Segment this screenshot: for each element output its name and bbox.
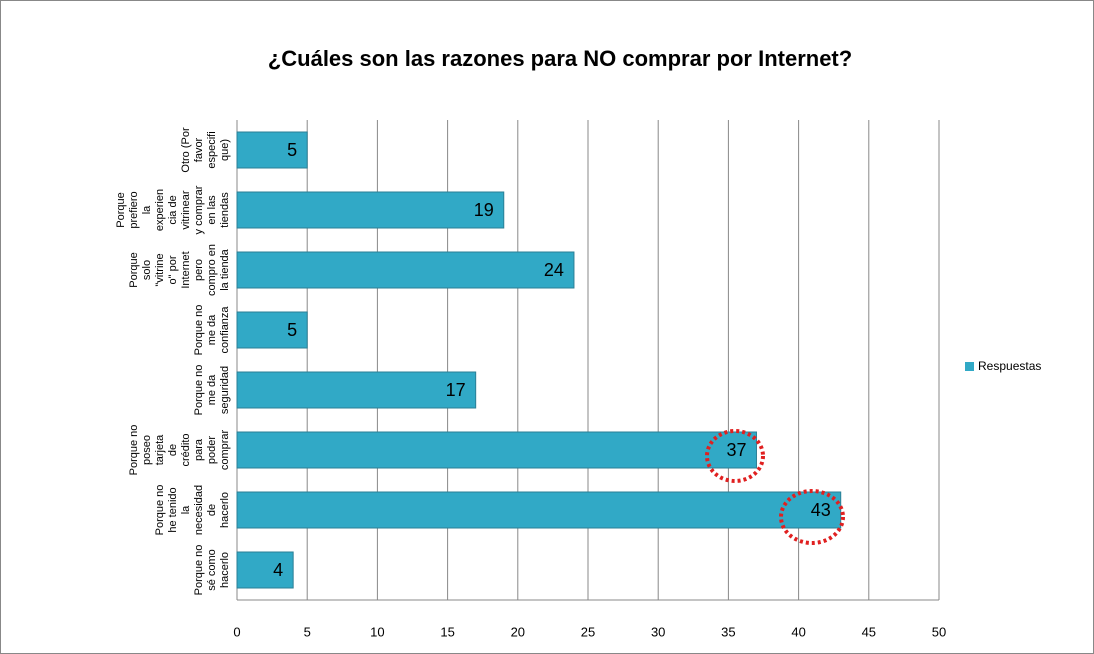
y-tick-label: Porque nome daseguridad xyxy=(193,365,231,416)
x-tick-label: 30 xyxy=(651,624,665,639)
highlight-circle xyxy=(705,429,765,483)
x-tick-label: 25 xyxy=(581,624,595,639)
bar xyxy=(236,251,575,289)
chart-title: ¿Cuáles son las razones para NO comprar … xyxy=(268,46,852,71)
bar xyxy=(236,431,757,469)
legend-swatch xyxy=(965,362,974,371)
x-tick-label: 0 xyxy=(233,624,240,639)
data-label: 43 xyxy=(811,500,831,520)
data-label: 37 xyxy=(726,440,746,460)
bar xyxy=(236,191,505,229)
data-label: 24 xyxy=(544,260,564,280)
bar xyxy=(236,551,294,589)
y-tick-label: Porque nome daconfianza xyxy=(193,305,231,356)
y-tick-label: Porque noposeotarjetadecréditoparapoderc… xyxy=(128,425,231,476)
x-tick-label: 5 xyxy=(304,624,311,639)
y-tick-label: Porque nosé comohacerlo xyxy=(193,545,231,596)
data-label: 5 xyxy=(287,320,297,340)
y-tick-label: Porquesolo"vitrineo" porInternetperocomp… xyxy=(128,244,231,296)
x-tick-label: 40 xyxy=(791,624,805,639)
bar xyxy=(236,371,477,409)
data-label: 19 xyxy=(474,200,494,220)
bar xyxy=(236,311,308,349)
plot-area: 0 5 10 15 20 25 30 35 40 45 50 4 Porque nosé comohac… xyxy=(115,120,1041,639)
x-tick-label: 10 xyxy=(370,624,384,639)
x-tick-label: 15 xyxy=(440,624,454,639)
legend-label: Respuestas xyxy=(978,359,1041,373)
y-tick-label: Porqueprefierolaexperiencia devitrineary… xyxy=(115,185,231,234)
data-label: 17 xyxy=(446,380,466,400)
bar xyxy=(236,131,308,169)
data-label: 5 xyxy=(287,140,297,160)
data-label: 4 xyxy=(273,560,283,580)
bar xyxy=(236,491,842,529)
x-tick-label: 50 xyxy=(932,624,946,639)
x-tick-label: 20 xyxy=(511,624,525,639)
y-tick-label: Porque nohe tenidolanecesidaddehacerlo xyxy=(154,485,231,536)
y-tick-label: Otro (Porfavorespecifique) xyxy=(180,127,231,173)
x-tick-label: 35 xyxy=(721,624,735,639)
x-tick-label: 45 xyxy=(862,624,876,639)
highlight-circle xyxy=(779,489,845,545)
